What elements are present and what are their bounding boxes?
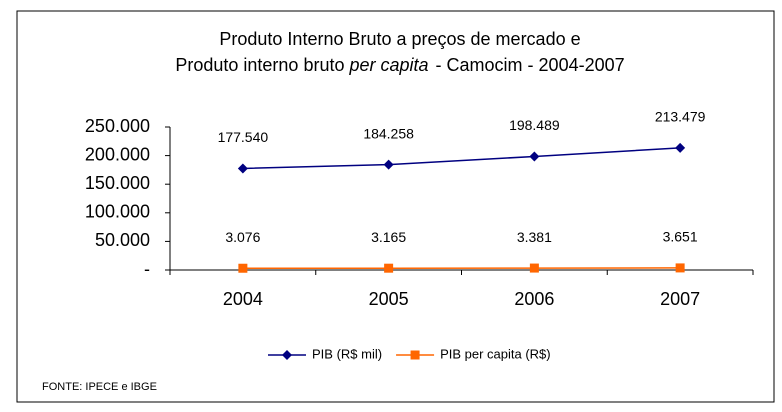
x-tick-label: 2007	[660, 289, 700, 309]
data-point	[529, 263, 539, 273]
chart-title: Produto Interno Bruto a preços de mercad…	[219, 29, 580, 49]
y-tick-label: 100.000	[85, 202, 150, 222]
data-label: 184.258	[363, 125, 414, 141]
legend-marker	[410, 350, 420, 360]
y-tick-label: 200.000	[85, 144, 150, 164]
title-part: - Camocim - 2004-2007	[436, 55, 625, 75]
data-label: 213.479	[655, 109, 706, 125]
x-tick-label: 2006	[514, 289, 554, 309]
chart-frame	[16, 10, 775, 403]
y-tick-label: -	[144, 259, 150, 279]
title-part: Produto interno bruto	[175, 55, 344, 75]
legend-marker	[282, 350, 292, 360]
data-point	[238, 263, 248, 273]
y-tick-label: 250.000	[85, 116, 150, 136]
data-point	[237, 163, 248, 174]
data-point	[675, 142, 686, 153]
chart-title: Produto interno bruto per capita - Camocim…	[175, 55, 624, 75]
data-label: 198.489	[509, 117, 560, 133]
x-tick-label: 2005	[369, 289, 409, 309]
y-tick-label: 150.000	[85, 173, 150, 193]
title-part: per capita	[348, 55, 428, 75]
legend-label: PIB per capita (R$)	[440, 346, 551, 361]
data-point	[384, 263, 394, 273]
y-tick-label: 50.000	[95, 230, 150, 250]
data-label: 177.540	[218, 129, 269, 145]
data-point	[529, 151, 540, 162]
series-line	[242, 147, 681, 170]
data-point	[675, 263, 685, 273]
x-tick-label: 2004	[223, 289, 263, 309]
data-label: 3.076	[225, 229, 260, 245]
source-note: FONTE: IPECE e IBGE	[42, 381, 157, 393]
legend-label: PIB (R$ mil)	[312, 346, 382, 361]
data-label: 3.651	[663, 229, 698, 245]
data-point	[383, 159, 394, 170]
data-label: 3.381	[517, 229, 552, 245]
data-label: 3.165	[371, 229, 406, 245]
